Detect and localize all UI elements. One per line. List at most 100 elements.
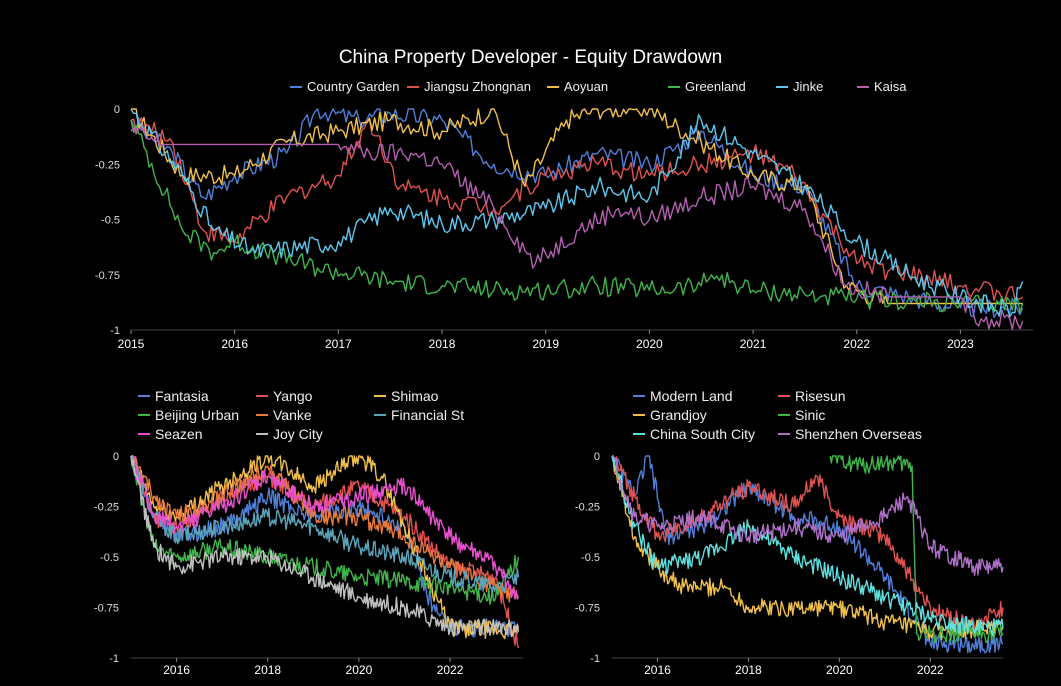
legend-swatch: [776, 85, 788, 88]
legend-swatch: [138, 433, 150, 435]
legend-swatch: [778, 433, 790, 435]
legend-swatch: [407, 85, 419, 88]
legend-swatch: [668, 85, 680, 88]
x-tick-label: 2018: [429, 337, 456, 351]
x-tick-label: 2018: [735, 663, 762, 677]
legend-swatch: [778, 395, 790, 397]
legend-label: Fantasia: [155, 388, 209, 404]
legend-label: Aoyuan: [564, 79, 609, 94]
legend-label: Vanke: [273, 407, 312, 423]
legend-label: Modern Land: [650, 388, 733, 404]
series-line-risesun: [611, 455, 1004, 634]
legend-item: Modern Land: [633, 388, 733, 404]
legend-label: Jiangsu Zhongnan: [424, 79, 531, 94]
legend-label: Joy City: [273, 426, 323, 442]
y-tick-label: -0.5: [100, 552, 119, 564]
legend-label: Sinic: [795, 407, 826, 423]
legend-swatch: [547, 85, 559, 88]
y-tick-label: -1: [110, 325, 120, 337]
series-line-greenland: [130, 119, 1024, 313]
legend-swatch: [256, 433, 268, 435]
legend-item: Yango: [256, 388, 312, 404]
y-tick-label: 0: [113, 451, 119, 463]
x-tick-label: 2021: [740, 337, 767, 351]
legend-label: China South City: [650, 426, 756, 442]
y-tick-label: -0.75: [94, 603, 119, 615]
y-tick-label: -1: [109, 653, 119, 665]
legend-item: Risesun: [778, 388, 846, 404]
series-line-country-garden: [130, 108, 1024, 318]
series-line-jinke: [130, 108, 1024, 318]
y-tick-label: -0.75: [575, 603, 600, 615]
legend-label: Yango: [273, 388, 313, 404]
legend-swatch: [256, 414, 268, 416]
legend-label: Greenland: [685, 79, 746, 94]
y-tick-label: -0.25: [575, 502, 600, 514]
legend-label: Financial St: [391, 407, 465, 423]
series-line-joy-city: [130, 455, 520, 638]
legend-item: Jinke: [776, 79, 823, 94]
legend-item: Grandjoy: [633, 407, 707, 423]
legend-label: Jinke: [793, 79, 824, 94]
x-tick-label: 2020: [636, 337, 663, 351]
y-tick-label: -0.5: [581, 552, 600, 564]
legend-swatch: [778, 414, 790, 416]
x-tick-label: 2020: [346, 663, 373, 677]
chart-2: 0 -0.25 -0.5 -0.75 -1 2016 2018 2020 2022: [575, 451, 1004, 677]
legend-item: Aoyuan: [547, 79, 608, 94]
legend-item: Jiangsu Zhongnan: [407, 79, 531, 94]
legend-swatch: [138, 395, 150, 397]
y-tick-label: 0: [594, 451, 600, 463]
x-tick-label: 2016: [221, 337, 248, 351]
legend-label: Risesun: [795, 388, 846, 404]
y-tick-label: -1: [590, 653, 600, 665]
y-tick-label: -0.25: [94, 502, 119, 514]
x-tick-label: 2018: [254, 663, 281, 677]
legend-label: Grandjoy: [650, 407, 707, 423]
legend-label: Kaisa: [874, 79, 907, 94]
legend-item: Greenland: [668, 79, 746, 94]
legend-label: Country Garden: [307, 79, 400, 94]
legend-item: Seazen: [138, 426, 202, 442]
legend-label: Shenzhen Overseas: [795, 426, 922, 442]
legend-item: Shimao: [374, 388, 438, 404]
series-line-financial-st: [131, 455, 520, 592]
x-tick-label: 2022: [437, 663, 464, 677]
y-tick-label: -0.75: [95, 270, 120, 282]
legend-item: Financial St: [374, 407, 464, 423]
legend-swatch: [633, 395, 645, 397]
series-line-vanke: [130, 455, 520, 603]
legend-item: Beijing Urban: [138, 407, 239, 423]
legend-swatch: [857, 85, 869, 88]
legend-swatch: [633, 433, 645, 435]
x-tick-label: 2019: [532, 337, 559, 351]
x-tick-label: 2015: [118, 337, 145, 351]
y-tick-label: -0.25: [95, 159, 120, 171]
series-line-jiangsu-zhongnan: [130, 117, 1024, 302]
y-tick-label: 0: [114, 104, 120, 116]
x-tick-label: 2017: [325, 337, 352, 351]
legend-item: Sinic: [778, 407, 825, 423]
legend-item: Joy City: [256, 426, 323, 442]
series-line-china-south-city: [611, 455, 1004, 637]
chart-title: China Property Developer - Equity Drawdo…: [338, 47, 723, 68]
legend-label: Shimao: [391, 388, 439, 404]
legend-swatch: [633, 414, 645, 416]
legend-swatch: [374, 395, 386, 397]
x-tick-label: 2016: [163, 663, 190, 677]
legend-item: Vanke: [256, 407, 312, 423]
series-line-sinic: [829, 455, 1004, 644]
legend-item: Country Garden: [290, 79, 400, 94]
x-tick-label: 2022: [843, 337, 870, 351]
legend-item: Fantasia: [138, 388, 209, 404]
series-line-seazen: [131, 455, 519, 600]
x-tick-label: 2016: [644, 663, 671, 677]
legend-label: Seazen: [155, 426, 203, 442]
legend-swatch: [256, 395, 268, 397]
legend-label: Beijing Urban: [155, 407, 240, 423]
legend-swatch: [290, 85, 302, 88]
legend-item: Kaisa: [857, 79, 907, 94]
x-tick-label: 2020: [826, 663, 853, 677]
